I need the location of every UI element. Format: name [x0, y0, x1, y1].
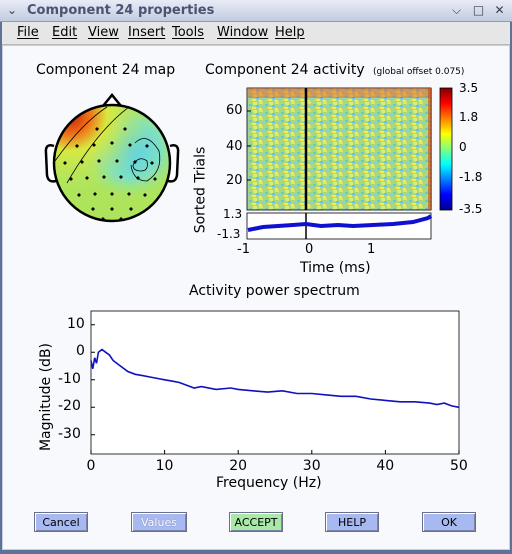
erp-image — [246, 87, 453, 240]
electrode-marker — [77, 193, 81, 197]
electrode-marker — [128, 143, 132, 147]
electrode-marker — [127, 192, 131, 196]
erp-trace-tick-low: -1.3 — [217, 227, 241, 241]
values-button[interactable]: Values — [131, 512, 187, 532]
colorbar-tick-1: 1.8 — [459, 110, 479, 124]
colorbar-tick-2: 0 — [459, 140, 467, 154]
erp-xlabel: Time (ms) — [300, 260, 371, 276]
electrode-marker — [133, 160, 137, 164]
erp-xtick-neg1: -1 — [237, 242, 250, 257]
figure-area: Component 24 map — [2, 45, 510, 550]
spectrum-xtick-label: 50 — [450, 458, 468, 474]
erp-xtick-0: 0 — [305, 242, 314, 257]
erp-ytick-40: 40 — [226, 139, 243, 154]
electrode-marker — [97, 159, 101, 163]
window-title: Component 24 properties — [27, 3, 215, 18]
electrode-marker — [102, 175, 106, 179]
electrode-marker — [80, 160, 84, 164]
scalp-map — [44, 93, 180, 223]
electrode-marker — [110, 141, 114, 145]
electrode-marker — [92, 143, 96, 147]
electrode-marker — [75, 144, 79, 148]
electrode-marker — [91, 207, 95, 211]
spectrum-ytick-label: -10 — [58, 370, 81, 387]
menu-view[interactable]: View — [88, 25, 119, 40]
spectrum-ytick-label: 10 — [67, 315, 85, 332]
spectrum-ylabel: Magnitude (dB) — [38, 342, 55, 452]
title-bar: ⌄ Component 24 properties ⌵ □ ✕ — [0, 0, 512, 22]
help-button[interactable]: HELP — [325, 512, 379, 532]
electrode-marker — [143, 193, 147, 197]
erp-title: Component 24 activity — [205, 62, 365, 78]
erp-xtick-1: 1 — [367, 242, 376, 257]
spectrum-xtick-label: 10 — [155, 458, 174, 474]
electrode-marker — [110, 207, 114, 211]
spectrum-xtick-label: 30 — [302, 458, 321, 474]
spectrum-xtick-label: 0 — [86, 458, 96, 474]
menu-window[interactable]: Window — [217, 25, 269, 40]
erp-ytick-20: 20 — [226, 173, 243, 188]
menu-tools[interactable]: Tools — [172, 25, 205, 40]
spectrum-xlabel: Frequency (Hz) — [216, 475, 322, 491]
spectrum-series-line — [90, 348, 460, 409]
menu-bar: File Edit View Insert Tools Window Help — [2, 22, 510, 45]
electrode-marker — [110, 192, 114, 196]
chevron-down-icon[interactable]: ⌄ — [6, 3, 18, 17]
electrode-marker — [153, 177, 157, 181]
electrode-marker — [129, 207, 133, 211]
spectrum-title: Activity power spectrum — [189, 283, 360, 299]
map-title: Component 24 map — [36, 62, 176, 78]
colorbar-tick-0: 3.5 — [459, 81, 479, 95]
cancel-button[interactable]: Cancel — [34, 512, 88, 532]
colorbar-tick-3: -1.8 — [459, 170, 483, 184]
electrode-marker — [93, 192, 97, 196]
maximize-icon[interactable]: □ — [472, 3, 485, 17]
electrode-marker — [95, 127, 99, 131]
colorbar-tick-4: -3.5 — [459, 202, 483, 216]
spectrum-xtick-label: 20 — [229, 458, 248, 474]
spectrum-ytick-label: 0 — [76, 343, 85, 360]
close-icon[interactable]: ✕ — [494, 3, 505, 17]
menu-insert[interactable]: Insert — [128, 25, 166, 40]
erp-ytick-60: 60 — [226, 103, 243, 118]
electrode-marker — [115, 159, 119, 163]
menu-help[interactable]: Help — [275, 25, 305, 40]
electrode-marker — [119, 175, 123, 179]
electrode-marker — [69, 177, 73, 181]
menu-file[interactable]: File — [17, 25, 39, 40]
electrode-marker — [123, 127, 127, 131]
electrode-marker — [150, 161, 154, 165]
electrode-marker — [119, 217, 123, 221]
electrode-marker — [136, 176, 140, 180]
spectrum-xtick-label: 40 — [376, 458, 395, 474]
menu-edit[interactable]: Edit — [52, 25, 78, 40]
electrode-marker — [63, 161, 67, 165]
erp-trace-tick-high: 1.3 — [223, 207, 243, 221]
spectrum-ytick-label: -30 — [58, 425, 81, 442]
electrode-marker — [101, 217, 105, 221]
minimize-icon[interactable]: ⌵ — [451, 3, 462, 17]
electrode-marker — [145, 144, 149, 148]
accept-button[interactable]: ACCEPT — [229, 512, 283, 532]
spectrum-plot — [90, 310, 460, 455]
ok-button[interactable]: OK — [422, 512, 476, 532]
erp-subtitle: (global offset 0.075) — [373, 67, 465, 77]
spectrum-ytick-label: -20 — [58, 398, 81, 415]
spectrum-ylabel-wrap: Magnitude (dB) — [34, 343, 54, 451]
electrode-marker — [85, 176, 89, 180]
